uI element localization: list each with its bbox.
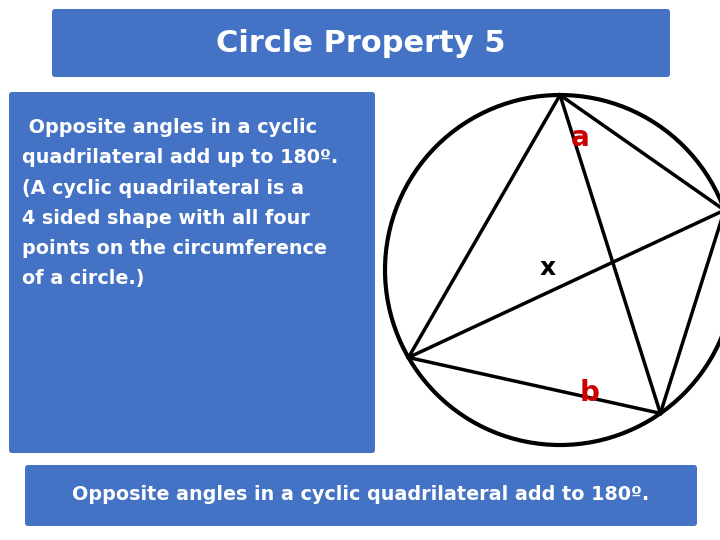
FancyBboxPatch shape [9, 92, 375, 453]
Text: b: b [580, 379, 600, 407]
Text: Opposite angles in a cyclic quadrilateral add to 180º.: Opposite angles in a cyclic quadrilatera… [73, 485, 649, 504]
FancyBboxPatch shape [52, 9, 670, 77]
Text: Opposite angles in a cyclic
quadrilateral add up to 180º.
(A cyclic quadrilatera: Opposite angles in a cyclic quadrilatera… [22, 118, 338, 288]
Text: a: a [571, 124, 590, 152]
FancyBboxPatch shape [25, 465, 697, 526]
Text: x: x [540, 256, 556, 280]
Text: Circle Property 5: Circle Property 5 [216, 29, 505, 57]
Circle shape [385, 95, 720, 445]
